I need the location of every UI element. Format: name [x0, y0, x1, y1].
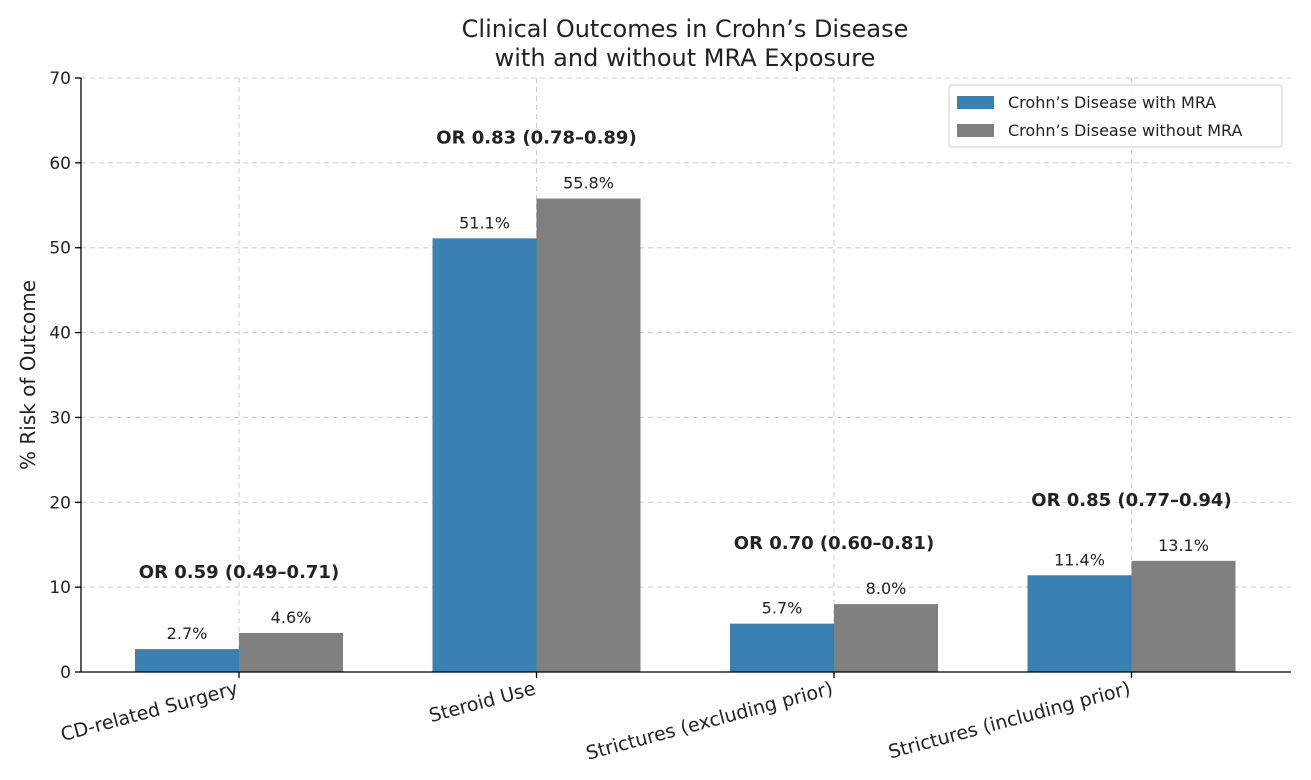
chart-title-line-2: with and without MRA Exposure — [495, 44, 876, 72]
y-axis-label: % Risk of Outcome — [16, 280, 40, 470]
y-tick-label: 40 — [49, 324, 71, 344]
data-label: 55.8% — [563, 173, 614, 192]
grid-lines — [81, 77, 1291, 672]
bar-without-mra — [239, 632, 343, 672]
bar-without-mra — [536, 198, 641, 673]
bar-with-mra — [432, 238, 537, 672]
odds-ratio-annotation: OR 0.59 (0.49–0.71) — [139, 562, 339, 583]
x-tick-label: Steroid Use — [427, 678, 538, 727]
odds-ratio-annotation: OR 0.70 (0.60–0.81) — [734, 533, 934, 554]
bar-without-mra — [834, 604, 938, 672]
legend: Crohn’s Disease with MRA Crohn’s Disease… — [948, 84, 1283, 148]
y-tick-label: 60 — [49, 154, 71, 174]
legend-swatch-with-mra — [957, 96, 994, 109]
data-label: 5.7% — [762, 599, 803, 618]
odds-ratio-annotation: OR 0.83 (0.78–0.89) — [436, 127, 636, 148]
bar-without-mra — [1131, 560, 1236, 672]
legend-label-without-mra: Crohn’s Disease without MRA — [1008, 121, 1243, 140]
y-tick-label: 20 — [49, 493, 71, 513]
bar-with-mra — [1027, 575, 1132, 672]
data-label: 4.6% — [271, 608, 312, 627]
data-label: 8.0% — [866, 579, 907, 598]
legend-frame — [948, 84, 1283, 148]
y-tick-label: 50 — [49, 239, 71, 259]
y-tick-label: 10 — [49, 578, 71, 598]
legend-swatch-without-mra — [957, 124, 994, 137]
data-label: 13.1% — [1158, 536, 1209, 555]
bar-with-mra — [135, 649, 239, 672]
x-tick-label: Strictures (excluding prior) — [584, 678, 836, 765]
data-labels: 2.7% 4.6% OR 0.59 (0.49–0.71) 51.1% 55.8% OR … — [139, 127, 1232, 643]
data-label: 2.7% — [167, 624, 208, 643]
x-tick-label: CD-related Surgery — [58, 678, 240, 746]
odds-ratio-annotation: OR 0.85 (0.77–0.94) — [1031, 490, 1231, 511]
legend-label-with-mra: Crohn’s Disease with MRA — [1008, 93, 1216, 112]
bar-with-mra — [730, 623, 834, 672]
x-tick-label: Strictures (including prior) — [886, 678, 1133, 764]
bars — [135, 198, 1236, 673]
data-label: 11.4% — [1054, 550, 1105, 569]
data-label: 51.1% — [459, 213, 510, 232]
chart-title-line-1: Clinical Outcomes in Crohn’s Disease — [462, 15, 909, 43]
y-tick-label: 70 — [49, 69, 71, 89]
y-tick-label: 0 — [60, 663, 71, 683]
y-tick-label: 30 — [49, 408, 71, 428]
